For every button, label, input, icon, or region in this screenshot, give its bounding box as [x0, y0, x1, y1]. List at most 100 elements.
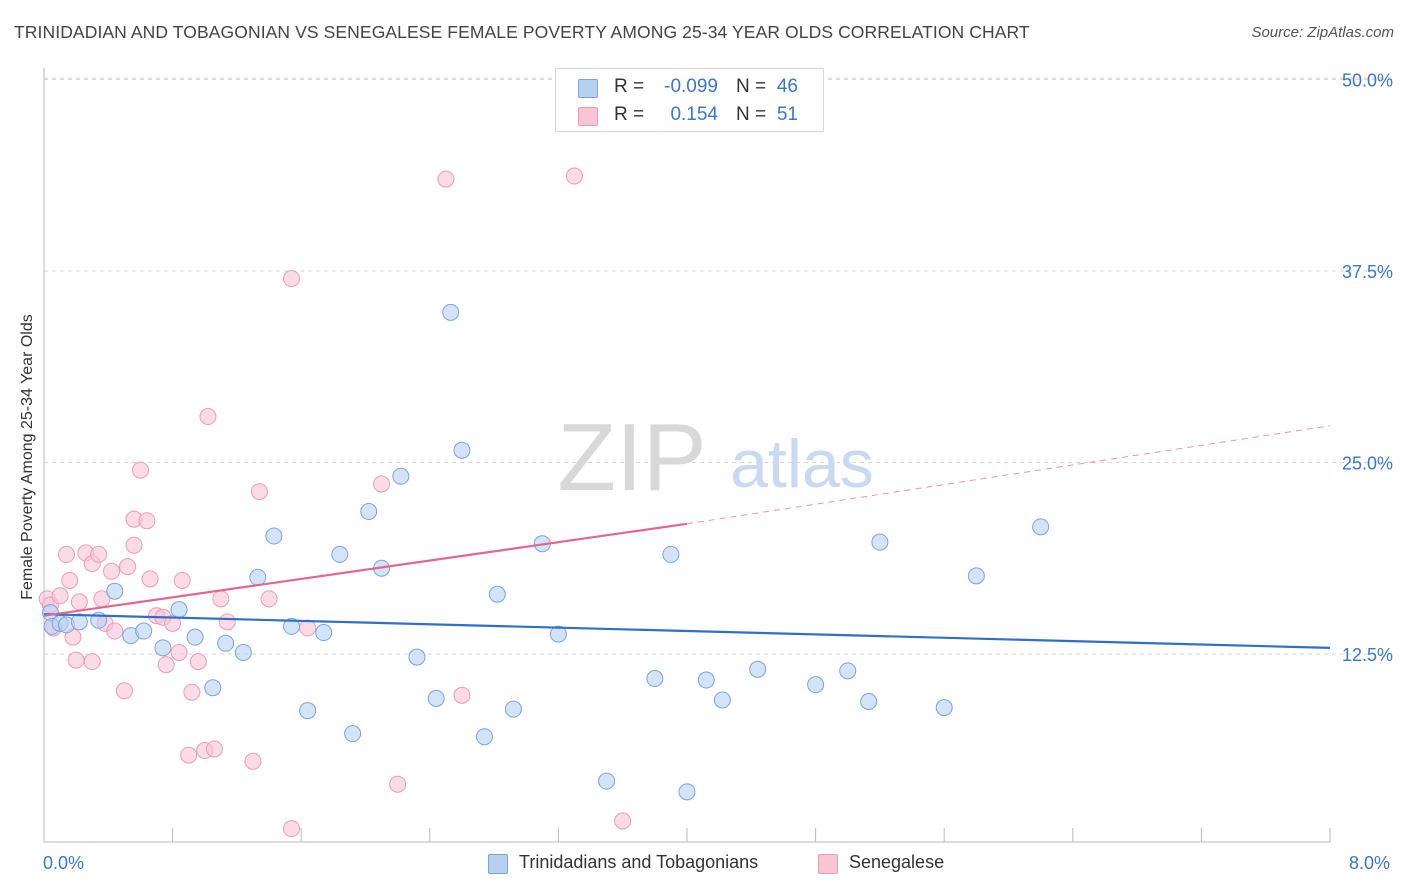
data-point-trinidadian [549, 625, 567, 643]
data-point-senegalese [103, 562, 121, 580]
data-point-trinidadian [331, 545, 349, 563]
chart-title: TRINIDADIAN AND TOBAGONIAN VS SENEGALESE… [14, 22, 1030, 42]
data-point-trinidadian [265, 527, 283, 545]
data-point-trinidadian [713, 691, 731, 709]
data-point-trinidadian [453, 441, 471, 459]
data-point-senegalese [199, 408, 217, 426]
data-point-trinidadian [360, 503, 378, 521]
data-point-trinidadian [967, 567, 985, 585]
data-point-trinidadian [106, 582, 124, 600]
data-point-senegalese [131, 461, 149, 479]
data-point-trinidadian [408, 648, 426, 666]
watermark: ZIP atlas [557, 404, 873, 511]
data-point-trinidadian [392, 467, 410, 485]
legend-r-label: R = [614, 104, 645, 125]
data-point-trinidadian [504, 700, 522, 718]
data-point-senegalese [373, 475, 391, 493]
legend-swatch-blue [488, 854, 508, 874]
data-point-senegalese [58, 545, 76, 563]
data-point-senegalese [389, 775, 407, 793]
data-point-senegalese [250, 483, 268, 501]
data-point-trinidadian [442, 303, 460, 321]
data-point-trinidadian [204, 679, 222, 697]
data-point-trinidadian [70, 613, 88, 631]
source-label: Source: ZipAtlas.com [1251, 24, 1394, 41]
y-tick-label: 50.0% [1342, 71, 1393, 91]
data-point-senegalese [170, 643, 188, 661]
legend-label-trinidadian: Trinidadians and Tobagonians [519, 852, 759, 872]
trend-line-senegalese-extension [686, 425, 1331, 525]
data-point-senegalese [164, 614, 182, 632]
y-tick-label: 37.5% [1342, 262, 1393, 282]
data-point-trinidadian [598, 772, 616, 790]
data-point-senegalese [565, 167, 583, 185]
data-point-senegalese [614, 812, 632, 830]
data-point-senegalese [119, 558, 137, 576]
data-point-trinidadian [186, 628, 204, 646]
data-point-senegalese [51, 587, 69, 605]
watermark-zip: ZIP [557, 404, 706, 511]
data-point-trinidadian [283, 617, 301, 635]
data-point-trinidadian [935, 699, 953, 717]
data-point-senegalese [299, 619, 317, 637]
watermark-atlas: atlas [730, 426, 874, 502]
data-point-senegalese [183, 683, 201, 701]
data-point-senegalese [70, 593, 88, 611]
trinidadian-points [41, 303, 1050, 801]
data-point-trinidadian [839, 662, 857, 680]
data-point-trinidadian [249, 568, 267, 586]
data-point-trinidadian [315, 624, 333, 642]
data-point-senegalese [212, 590, 230, 608]
legend-r-value: -0.099 [664, 76, 718, 97]
data-point-trinidadian [488, 585, 506, 603]
y-tick-labels: 12.5% 25.0% 37.5% 50.0% [1342, 71, 1393, 666]
data-point-senegalese [106, 622, 124, 640]
data-point-senegalese [218, 613, 236, 631]
trend-lines [43, 425, 1331, 649]
y-tick-label: 25.0% [1342, 454, 1393, 474]
data-point-senegalese [157, 656, 175, 674]
data-point-senegalese [260, 590, 278, 608]
data-point-senegalese [244, 752, 262, 770]
data-point-trinidadian [299, 702, 317, 720]
data-point-senegalese [173, 571, 191, 589]
data-point-senegalese [141, 570, 159, 588]
trend-line-trinidadian [43, 613, 1331, 649]
legend-r-value: 0.154 [670, 104, 718, 125]
data-point-trinidadian [427, 689, 445, 707]
data-point-trinidadian [678, 783, 696, 801]
data-point-trinidadian [154, 639, 172, 657]
legend-n-label: N = [736, 76, 767, 97]
data-point-senegalese [283, 820, 301, 838]
data-point-trinidadian [234, 643, 252, 661]
data-point-senegalese [138, 512, 156, 530]
data-point-trinidadian [135, 622, 153, 640]
data-point-senegalese [83, 653, 101, 671]
data-point-trinidadian [860, 692, 878, 710]
senegalese-points [38, 167, 632, 838]
data-point-senegalese [90, 545, 108, 563]
y-tick-label: 12.5% [1342, 645, 1393, 665]
data-point-trinidadian [475, 728, 493, 746]
legend-label-senegalese: Senegalese [849, 852, 945, 872]
legend-swatch-blue [578, 79, 598, 98]
legend-swatch-pink [578, 107, 598, 126]
data-point-trinidadian [217, 634, 235, 652]
data-point-senegalese [115, 682, 133, 700]
legend-n-value: 46 [776, 76, 798, 97]
legend-n-label: N = [736, 104, 767, 125]
data-point-trinidadian [749, 660, 767, 678]
data-point-senegalese [189, 653, 207, 671]
data-point-senegalese [125, 536, 143, 554]
data-point-senegalese [283, 270, 301, 288]
data-point-trinidadian [697, 671, 715, 689]
legend-n-value: 51 [776, 104, 798, 125]
x-tick-min: 0.0% [43, 853, 85, 873]
gridlines [44, 77, 1392, 655]
legend-row-trinidadian: R = -0.099 N = 46 [556, 73, 823, 101]
data-point-trinidadian [871, 533, 889, 551]
data-point-senegalese [67, 651, 85, 669]
data-point-senegalese [453, 686, 471, 704]
axes [43, 68, 1331, 843]
